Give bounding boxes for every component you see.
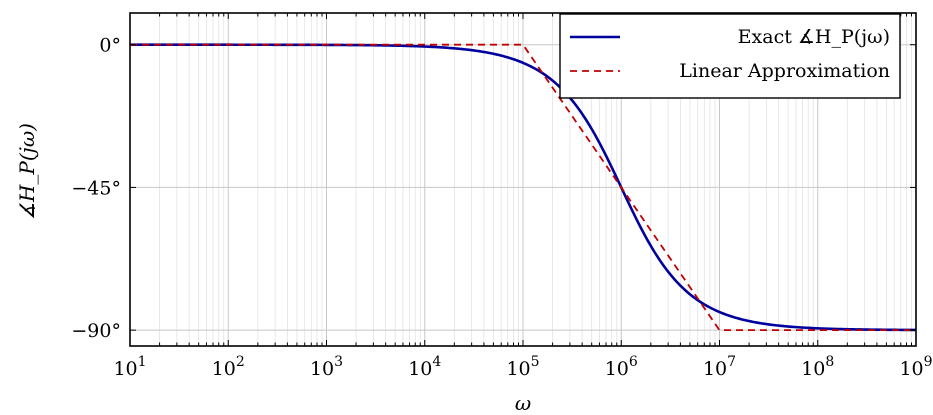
y-tick-label: −90° [71,320,121,342]
x-tick-label: 107 [703,354,736,380]
y-tick-label: 0° [99,35,121,57]
legend-entry-exact: Exact ∡H_P(jω) [738,26,890,48]
y-tick-label: −45° [71,177,121,199]
series-line-exact [130,43,917,332]
series-line-linear-approximation [130,43,916,332]
x-tick-label: 108 [801,354,834,380]
ticks [129,13,917,346]
series-layer [130,43,917,332]
x-tick-label: 102 [212,354,245,380]
x-tick-label: 104 [408,354,441,380]
x-axis-label: ω [515,391,531,415]
x-tick-label: 106 [605,354,638,380]
legend-box [559,13,901,99]
legend-entry-linear-approximation: Linear Approximation [679,60,890,82]
x-tick-label: 109 [899,354,932,380]
y-axis-label: ∡H_P(jω) [15,123,39,220]
x-tick-label: 103 [310,354,343,380]
legend: Exact ∡H_P(jω) Linear Approximation [559,13,901,99]
x-tick-label: 101 [113,354,146,380]
tick-labels: 101 102 103 104 105 106 107 108 109 0° −45° −90° [71,35,932,380]
x-tick-label: 105 [506,354,539,380]
